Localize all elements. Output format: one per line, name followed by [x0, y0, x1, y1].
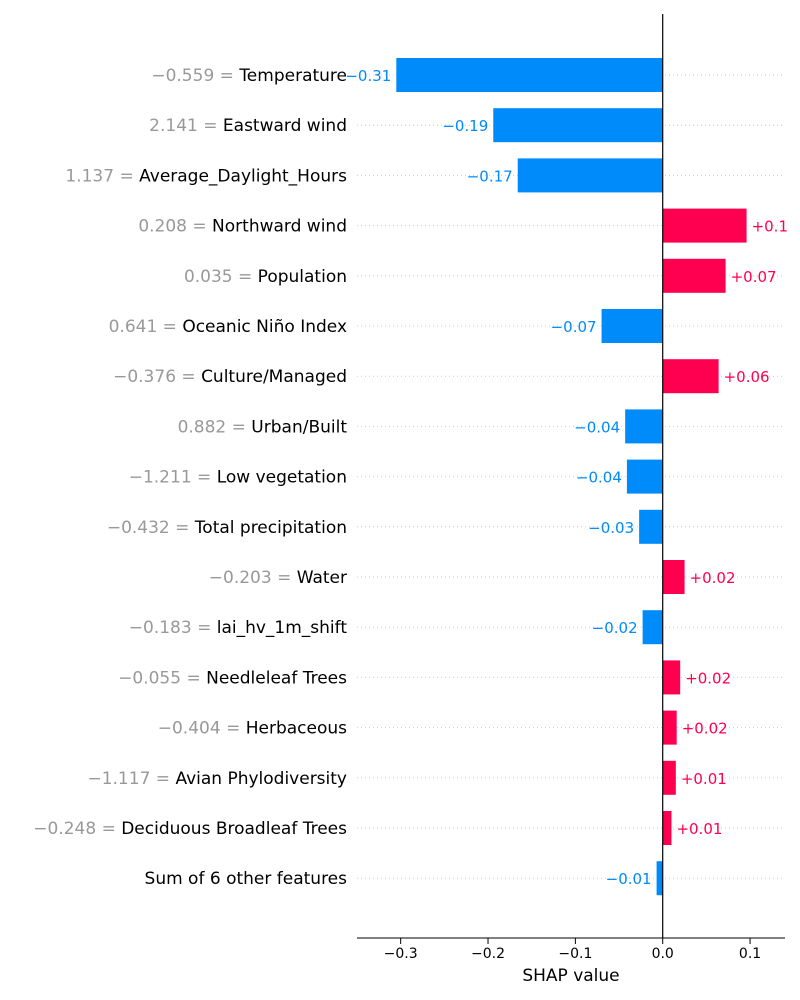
bar [493, 108, 663, 143]
bar-value-label: +0.06 [724, 368, 770, 386]
feature-value: −0.203 = [209, 568, 297, 588]
feature-labels: −0.559 = Temperature 2.141 = Eastward win… [33, 66, 347, 889]
x-axis-label: SHAP value [522, 966, 619, 986]
feature-value: 0.641 = [109, 317, 183, 337]
feature-name: Low vegetation [217, 468, 347, 488]
x-tick-label: −0.2 [471, 946, 505, 962]
feature-name: Average_Daylight_Hours [139, 166, 347, 186]
feature-value: −1.117 = [87, 769, 175, 789]
bar-value-label: +0.02 [682, 720, 728, 738]
x-tick-label: −0.3 [384, 946, 418, 962]
feature-name: Deciduous Broadleaf Trees [121, 819, 347, 839]
feature-label: −0.248 = Deciduous Broadleaf Trees [33, 819, 347, 839]
bar [396, 58, 663, 92]
bar-value-label: −0.01 [606, 870, 652, 888]
feature-name: Total precipitation [194, 518, 347, 538]
feature-label: −1.211 = Low vegetation [129, 468, 347, 488]
bar [639, 509, 663, 544]
feature-value: 0.208 = [138, 217, 212, 237]
bar [662, 710, 677, 745]
feature-value: 0.035 = [184, 267, 258, 287]
feature-name: Needleleaf Trees [206, 668, 347, 688]
bar-value-label: −0.19 [442, 117, 488, 135]
feature-name: Avian Phylodiversity [175, 769, 347, 789]
feature-label: 0.208 = Northward wind [138, 217, 347, 237]
feature-name: Culture/Managed [201, 367, 347, 387]
bar [662, 560, 685, 594]
bar-value-label: −0.07 [551, 318, 597, 336]
feature-label: −0.376 = Culture/Managed [113, 367, 347, 387]
bar [625, 409, 663, 444]
feature-value: −0.432 = [107, 518, 195, 538]
feature-label: −0.055 = Needleleaf Trees [118, 668, 347, 688]
bar-value-label: +0.1 [752, 218, 788, 236]
feature-name: Herbaceous [246, 719, 347, 739]
bar [662, 208, 747, 243]
bar-value-label: +0.01 [676, 820, 722, 838]
feature-label: −0.559 = Temperature [151, 66, 347, 86]
feature-value: −0.183 = [129, 618, 217, 638]
bar-value-label: −0.31 [345, 67, 391, 85]
bar [517, 158, 663, 193]
feature-label: −1.117 = Avian Phylodiversity [87, 769, 347, 789]
x-tick-label: 0.1 [739, 946, 761, 962]
feature-label: Sum of 6 other features [145, 869, 348, 889]
bar [656, 861, 663, 896]
bar [662, 760, 676, 795]
feature-value: 0.882 = [178, 417, 252, 437]
bar [626, 459, 663, 494]
feature-value: −0.055 = [118, 668, 206, 688]
bar-value-labels: −0.31 −0.19 −0.17 +0.1 +0.07 −0.07 +0.06 −0.04 −… [345, 67, 788, 888]
feature-name: Northward wind [212, 217, 347, 237]
feature-name: lai_hv_1m_shift [217, 618, 348, 638]
feature-name: Population [258, 267, 347, 287]
feature-name: Eastward wind [223, 116, 347, 136]
feature-value: −0.559 = [151, 66, 239, 86]
x-tick-label: 0.0 [652, 946, 674, 962]
feature-label: 0.882 = Urban/Built [178, 417, 348, 437]
feature-label: 2.141 = Eastward wind [149, 116, 347, 136]
feature-name: Water [297, 568, 347, 588]
bar-value-label: −0.04 [576, 469, 622, 487]
bars [396, 58, 747, 896]
bar [662, 359, 719, 394]
bar-value-label: +0.02 [685, 669, 731, 687]
feature-value: −0.248 = [33, 819, 121, 839]
row-gridlines [357, 74, 785, 879]
bar-value-label: −0.02 [592, 619, 638, 637]
feature-label: −0.203 = Water [209, 568, 347, 588]
bar [662, 811, 672, 845]
feature-label: 0.641 = Oceanic Niño Index [109, 317, 347, 337]
feature-name: Oceanic Niño Index [182, 317, 347, 337]
feature-label: −0.432 = Total precipitation [107, 518, 347, 538]
feature-label: 1.137 = Average_Daylight_Hours [65, 166, 347, 186]
bar-value-label: −0.17 [467, 167, 513, 185]
feature-name: Temperature [238, 66, 347, 86]
feature-value: 1.137 = [65, 166, 139, 186]
feature-value: 2.141 = [149, 116, 223, 136]
bar [662, 258, 726, 293]
feature-value: −1.211 = [129, 468, 217, 488]
bar-value-label: −0.03 [588, 519, 634, 537]
feature-label: −0.183 = lai_hv_1m_shift [129, 618, 348, 638]
feature-label: 0.035 = Population [184, 267, 347, 287]
bar-value-label: +0.02 [690, 569, 736, 587]
bar-value-label: +0.01 [681, 770, 727, 788]
bar [642, 610, 663, 645]
bar [662, 660, 681, 695]
feature-value: −0.404 = [158, 719, 246, 739]
feature-name: Sum of 6 other features [145, 869, 348, 889]
bar-value-label: −0.04 [574, 418, 620, 436]
bar-value-label: +0.07 [731, 268, 777, 286]
x-axis-ticks: −0.3 −0.2 −0.1 0.0 0.1 [384, 938, 761, 962]
bar [601, 309, 663, 343]
feature-value: −0.376 = [113, 367, 201, 387]
feature-label: −0.404 = Herbaceous [158, 719, 347, 739]
x-tick-label: −0.1 [558, 946, 592, 962]
feature-name: Urban/Built [251, 417, 347, 437]
